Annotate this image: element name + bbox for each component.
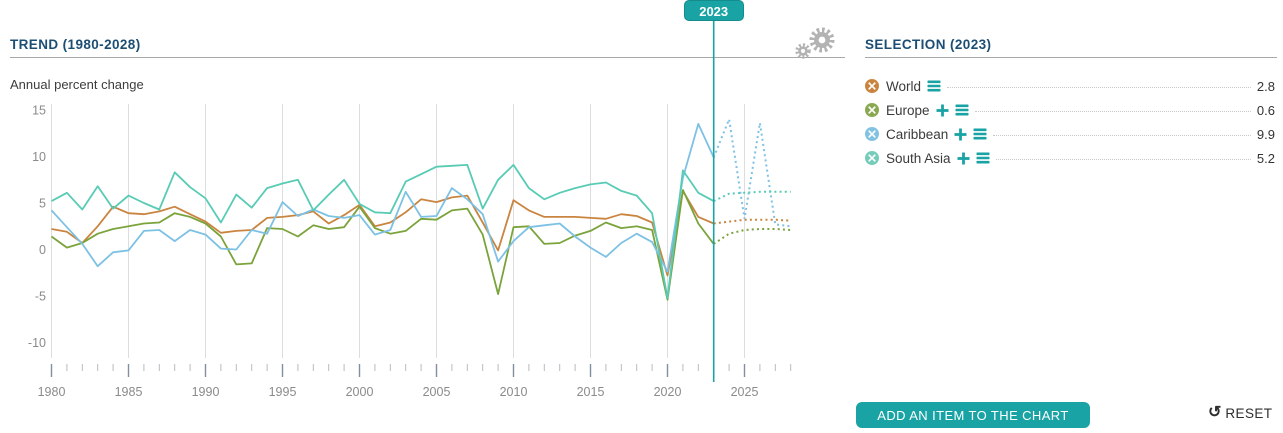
selection-row-label: South Asia <box>886 150 951 166</box>
series-line-south-asia <box>51 163 715 299</box>
y-axis-label: 10 <box>32 150 46 164</box>
leader-line <box>947 78 1251 88</box>
selection-row-label: Europe <box>886 102 930 118</box>
selection-row-value: 2.8 <box>1256 78 1275 94</box>
menu-icon[interactable] <box>973 128 987 140</box>
reset-label: RESET <box>1225 405 1273 421</box>
series-forecast-caribbean <box>712 115 791 228</box>
y-axis-label: 5 <box>39 197 46 211</box>
selection-row-value: 5.2 <box>1256 150 1275 166</box>
selection-row: World 2.8 <box>865 74 1275 98</box>
remove-icon[interactable] <box>865 103 879 117</box>
x-axis-label: 1995 <box>269 385 297 399</box>
settings-gear-icon[interactable] <box>793 25 839 61</box>
series-forecast-world <box>713 218 791 225</box>
x-axis-label: 1985 <box>115 385 143 399</box>
series-line-world <box>51 189 715 277</box>
x-axis-label: 1980 <box>38 385 66 399</box>
series-line-caribbean <box>50 123 715 273</box>
selection-row-label: World <box>886 78 922 94</box>
x-axis-label: 2015 <box>577 385 605 399</box>
x-axis-label: 2010 <box>500 385 528 399</box>
remove-icon[interactable] <box>865 151 879 165</box>
reset-undo-icon: ↺ <box>1208 404 1222 421</box>
selection-row: Europe 0.6 <box>865 98 1275 122</box>
trend-panel-title: TREND (1980-2028) <box>10 37 141 52</box>
remove-icon[interactable] <box>865 127 879 141</box>
selection-row-label: Caribbean <box>886 126 949 142</box>
series-forecast-south-asia <box>713 190 791 203</box>
remove-icon[interactable] <box>865 79 879 93</box>
gear-large <box>809 27 835 53</box>
chart-subtitle: Annual percent change <box>10 77 144 92</box>
add-item-button[interactable]: ADD AN ITEM TO THE CHART <box>856 402 1090 428</box>
y-axis-label: -5 <box>35 290 46 304</box>
series-line-europe <box>50 189 715 301</box>
menu-icon[interactable] <box>955 104 969 116</box>
gear-small <box>795 43 811 59</box>
x-axis-label: 2025 <box>731 385 759 399</box>
selection-divider <box>865 57 1277 58</box>
selection-row: Caribbean 9.9 <box>865 122 1275 146</box>
selection-panel-title: SELECTION (2023) <box>865 37 992 52</box>
leader-line <box>993 126 1251 136</box>
leader-line <box>995 150 1251 160</box>
menu-icon[interactable] <box>976 152 990 164</box>
plus-icon[interactable] <box>957 152 970 165</box>
selection-row-value: 9.9 <box>1256 126 1275 142</box>
y-axis-label: 0 <box>39 243 46 257</box>
plus-icon[interactable] <box>936 104 949 117</box>
series-forecast-europe <box>713 228 791 245</box>
trend-chart[interactable]: 15 10 5 0 -5 -10 1980 1985 1990 1995 2000 2005 2010 2… <box>0 0 850 433</box>
selection-row-value: 0.6 <box>1256 102 1275 118</box>
x-axis-label: 2005 <box>423 385 451 399</box>
selection-list: World 2.8 Europe 0.6 Caribbean 9.9 South Asia 5… <box>865 74 1275 170</box>
y-axis-label: 15 <box>32 104 46 118</box>
plus-icon[interactable] <box>954 128 967 141</box>
x-axis-label: 1990 <box>192 385 220 399</box>
selection-row: South Asia 5.2 <box>865 146 1275 170</box>
year-marker-pill[interactable]: 2023 <box>683 0 744 21</box>
menu-icon[interactable] <box>927 80 941 92</box>
reset-button[interactable]: ↺ RESET <box>1208 405 1272 421</box>
y-axis-label: -10 <box>28 336 46 350</box>
trend-divider <box>10 57 845 58</box>
x-axis-label: 2000 <box>346 385 374 399</box>
leader-line <box>974 102 1251 112</box>
x-axis-label: 2020 <box>654 385 682 399</box>
